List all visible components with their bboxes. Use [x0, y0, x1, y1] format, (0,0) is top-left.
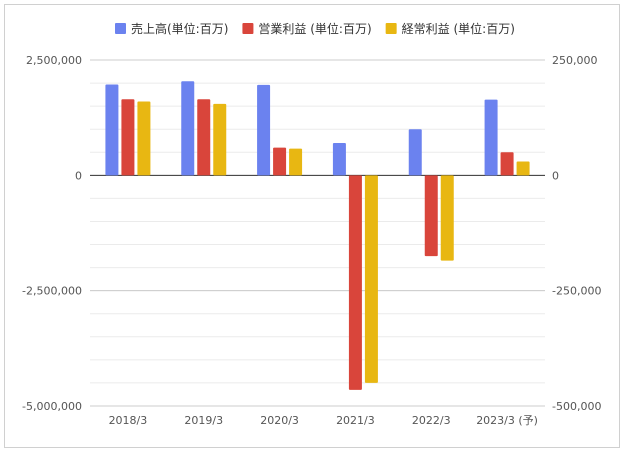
y-left-tick-label: 2,500,000 [26, 54, 82, 67]
x-tick-label: 2020/3 [260, 414, 299, 427]
bar-3 [516, 161, 530, 176]
bar-2 [424, 175, 438, 257]
y-left-tick-label: -2,500,000 [22, 285, 82, 298]
bar-1 [257, 84, 271, 176]
legend-swatch [385, 23, 397, 34]
x-tick-label: 2023/3 (予) [476, 414, 538, 427]
legend-swatch [242, 23, 254, 34]
y-right-tick-label: 0 [552, 169, 559, 182]
legend-label: 売上高(単位:百万) [131, 21, 228, 36]
bar-1 [105, 84, 119, 176]
bar-2 [273, 147, 287, 176]
bar-2 [121, 99, 135, 176]
y-right-tick-label: -250,000 [552, 285, 601, 298]
x-tick-label: 2022/3 [412, 414, 451, 427]
bar-2 [197, 99, 211, 176]
bar-3 [289, 148, 303, 176]
legend-label: 営業利益 (単位:百万) [258, 21, 371, 36]
x-tick-label: 2018/3 [109, 414, 148, 427]
y-left-tick-label: -5,000,000 [22, 400, 82, 413]
bar-2 [500, 152, 514, 176]
y-right-tick-label: -500,000 [552, 400, 601, 413]
bar-1 [181, 81, 195, 176]
y-right-tick-label: 250,000 [552, 54, 598, 67]
legend-label: 経常利益 (単位:百万) [402, 21, 515, 36]
y-left-tick-label: 0 [75, 169, 82, 182]
bar-3 [440, 175, 454, 261]
legend-swatch [115, 23, 126, 34]
bar-3 [137, 101, 151, 176]
bar-2 [348, 175, 362, 390]
x-tick-label: 2019/3 [184, 414, 223, 427]
bar-1 [332, 143, 346, 176]
x-tick-label: 2021/3 [336, 414, 375, 427]
chart-frame [4, 4, 620, 448]
bar-3 [364, 175, 378, 383]
bar-1 [408, 129, 422, 176]
bar-1 [484, 99, 498, 176]
bar-3 [213, 103, 227, 176]
